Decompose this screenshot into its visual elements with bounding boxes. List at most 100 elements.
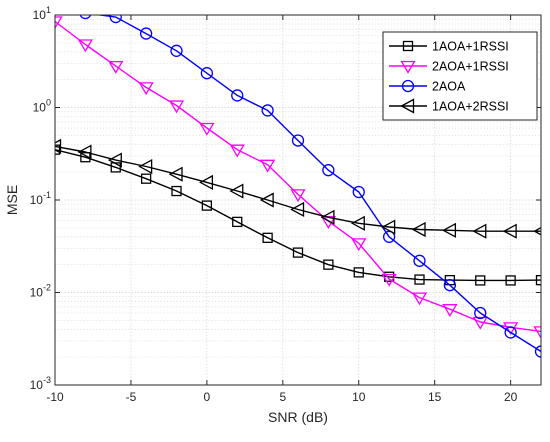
data-point-1AOA+2RSSI [77,144,92,160]
y-tick-label-exponent: 0 [46,98,51,108]
legend-item: 2AOA+1RSSI [389,60,509,74]
y-tick-label-exponent: -3 [43,375,51,385]
data-point-2AOA [291,134,305,147]
data-point-2AOA+1RSSI [290,189,306,203]
data-point-2AOA [79,15,92,20]
legend: 1AOA+1RSSI 2AOA+1RSSI 2AOA 1AOA+2RSSI [382,31,538,121]
data-point-1AOA+2RSSI [472,223,487,239]
y-tick-label-exponent: -2 [43,283,51,293]
data-point-2AOA+1RSSI [442,304,458,317]
legend-label: 2AOA+1RSSI [432,60,509,74]
data-point-2AOA+1RSSI [533,326,541,340]
legend-marker [402,40,414,52]
series-line-1AOA+1RSSI [55,149,541,282]
legend-label: 1AOA+2RSSI [432,100,509,114]
series-layer [55,15,541,358]
y-tick-label-base: 10 [30,286,44,300]
legend-label: 1AOA+1RSSI [432,40,509,54]
series-1AOA+2RSSI [55,138,541,239]
series-line-2AOA+1RSSI [55,20,541,333]
data-point-2AOA+1RSSI [259,159,276,173]
x-tick-label: -5 [126,390,137,404]
data-point-1AOA+2RSSI [199,174,214,190]
data-point-2AOA+1RSSI [55,16,63,30]
x-axis-label: SNR (dB) [268,409,328,425]
data-point-2AOA+1RSSI [199,122,215,136]
data-point-2AOA [413,254,426,267]
data-point-1AOA+2RSSI [290,201,305,218]
x-tick-label: 20 [504,390,518,404]
data-point-2AOA+1RSSI [108,60,124,74]
y-tick-label: 100 [33,98,51,115]
data-point-2AOA [322,164,335,177]
data-point-1AOA+1RSSI [262,232,273,243]
legend-marker [401,79,415,93]
legend-item: 1AOA+2RSSI [389,98,509,114]
data-point-1AOA+1RSSI [475,275,486,286]
data-point-2AOA [443,279,457,292]
data-point-2AOA [261,104,274,117]
series-line-2AOA [94,15,541,353]
series-2AOA [79,15,541,358]
data-point-1AOA+1RSSI [292,247,304,258]
data-point-1AOA+1RSSI [140,173,152,184]
data-point-1AOA+1RSSI [171,185,182,197]
grid-layer [55,15,541,385]
data-point-1AOA+1RSSI [505,275,516,286]
data-point-1AOA+1RSSI [201,200,213,211]
data-point-2AOA [231,89,244,102]
data-point-2AOA+1RSSI [229,144,245,158]
data-point-2AOA [534,345,541,358]
data-point-1AOA+2RSSI [442,222,457,238]
x-tick-label: -10 [46,390,64,404]
legend-marker [400,60,416,74]
legend-marker [400,98,415,114]
data-point-1AOA+2RSSI [229,183,244,199]
data-point-2AOA+1RSSI [411,292,428,306]
data-point-1AOA+1RSSI [323,259,334,270]
y-tick-label-base: 10 [33,101,47,115]
data-point-1AOA+2RSSI [502,223,517,239]
data-point-1AOA+2RSSI [138,158,153,175]
data-point-2AOA+1RSSI [168,100,185,114]
data-point-1AOA+2RSSI [350,215,365,231]
data-point-1AOA+2RSSI [168,166,183,182]
data-point-2AOA+1RSSI [351,238,367,252]
data-point-2AOA+1RSSI [77,39,94,53]
data-point-2AOA [504,326,517,339]
data-point-2AOA [170,44,183,57]
x-tick-label: 10 [352,390,366,404]
series-1AOA+1RSSI [55,144,541,286]
data-point-1AOA+2RSSI [107,152,122,168]
y-tick-label: 10-2 [30,283,51,300]
y-tick-label-exponent: -1 [43,190,51,200]
x-tick-label: 5 [279,390,286,404]
legend-item: 1AOA+1RSSI [389,40,509,54]
y-axis-label: MSE [4,185,20,215]
legend-item: 2AOA [389,80,466,94]
y-tick-label-exponent: 1 [46,5,51,15]
data-point-2AOA+1RSSI [472,316,488,330]
data-point-2AOA [352,185,365,199]
data-point-1AOA+1RSSI [535,274,541,286]
y-tick-label: 101 [33,5,51,22]
data-point-1AOA+1RSSI [232,216,243,228]
data-point-1AOA+2RSSI [55,138,62,154]
legend-label: 2AOA [432,80,466,94]
data-point-1AOA+1RSSI [55,144,61,155]
data-point-1AOA+1RSSI [353,267,364,278]
data-point-2AOA [474,306,487,320]
y-tick-label: 10-3 [30,375,51,392]
y-tick-label-base: 10 [30,378,44,392]
series-line-1AOA+2RSSI [55,145,541,232]
x-tick-label: 0 [204,390,211,404]
data-point-1AOA+2RSSI [320,209,335,225]
y-tick-label: 10-1 [30,190,51,207]
data-point-1AOA+2RSSI [381,219,396,235]
data-point-1AOA+2RSSI [259,192,274,208]
x-tick-label: 15 [428,390,442,404]
data-point-2AOA [139,27,153,40]
data-point-2AOA+1RSSI [138,82,154,96]
